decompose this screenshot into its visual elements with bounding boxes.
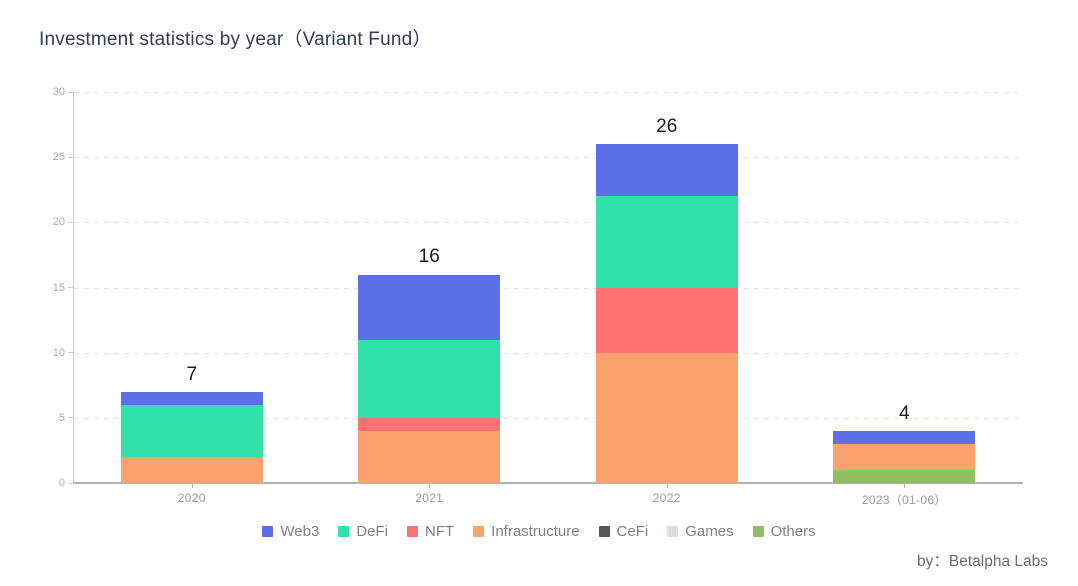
bar-total-label: 4 [898,402,910,424]
gridline-10 [74,352,1023,354]
bar-segment-nft[interactable] [595,287,738,353]
y-axis-tick-label: 15 [52,281,65,294]
defi-swatch-icon [338,526,350,537]
y-axis-tick-label: 10 [52,346,65,359]
games-swatch-icon [667,526,679,537]
y-axis-tick [68,156,73,158]
bar-segment-nft[interactable] [358,417,501,431]
plot-area: 0 5 10 15 20 25 30 7 2020 16 2021 26 2022 4 2023（01-06… [53,86,1023,507]
x-axis-tick [666,483,668,488]
bar-2022 [595,144,738,483]
legend-item-defi[interactable]: DeFi [338,523,388,540]
legend-item-label: DeFi [356,523,388,540]
bar-segment-web3[interactable] [120,391,263,405]
x-axis-tick [429,483,431,488]
bar-segment-infrastructure[interactable] [595,352,738,483]
web3-swatch-icon [262,526,274,537]
x-axis-tick-label: 2020 [177,491,206,505]
legend-item-label: Web3 [280,523,320,540]
gridline-20 [74,222,1023,224]
y-axis-tick-label: 20 [52,216,65,229]
infrastructure-swatch-icon [473,526,485,537]
legend-item-label: Others [770,523,816,540]
legend-item-label: CeFi [616,523,649,540]
gridline-30 [74,92,1023,93]
cefi-swatch-icon [598,526,610,537]
legend-item-cefi[interactable]: CeFi [598,523,649,540]
bar-total-label: 16 [418,246,440,268]
bar-2020 [120,391,263,483]
gridline-15 [74,287,1023,289]
y-axis-tick [68,287,73,288]
bar-total-label: 26 [656,116,678,138]
legend-item-nft[interactable]: NFT [407,523,454,540]
bar-segment-defi[interactable] [595,196,738,288]
legend-item-label: Infrastructure [491,523,580,540]
legend-item-web3[interactable]: Web3 [262,523,319,540]
y-axis-tick-label: 5 [58,411,65,424]
bar-2021 [358,274,501,483]
bar-segment-infrastructure[interactable] [120,456,263,483]
credit-text: by：Betalpha Labs [917,553,1048,570]
legend-item-label: Games [685,523,734,540]
nft-swatch-icon [407,526,418,537]
bar-total-label: 7 [186,363,198,385]
bar-segment-infrastructure[interactable] [358,430,501,483]
bar-segment-infrastructure[interactable] [833,443,976,470]
bar-segment-defi[interactable] [358,339,501,418]
chart-title: Investment statistics by year（Variant Fu… [39,29,432,50]
bar-segment-web3[interactable] [595,144,738,197]
x-axis-tick-label: 2022 [652,491,681,505]
legend: Web3 DeFi NFT Infrastructure CeFi Games Others [0,523,1078,540]
others-swatch-icon [752,526,764,537]
gridline-25 [74,157,1023,159]
bar-segment-others[interactable] [833,469,976,483]
y-axis-line [73,92,74,483]
bar-2023 [833,430,976,483]
y-axis-tick-label: 25 [52,151,65,164]
legend-item-others[interactable]: Others [752,523,816,540]
y-axis-tick [68,91,73,93]
legend-item-infrastructure[interactable]: Infrastructure [473,523,580,540]
y-axis-tick [68,417,73,419]
bar-segment-defi[interactable] [120,404,263,457]
y-axis-tick [68,221,73,223]
legend-item-label: NFT [425,523,455,540]
bar-segment-web3[interactable] [833,430,976,444]
gridline-5 [74,417,1023,419]
x-axis-tick [904,483,906,488]
x-axis-line [73,482,1023,484]
x-axis-tick [191,483,193,488]
x-axis-tick-label: 2021 [415,491,444,505]
y-axis-tick [68,352,73,354]
x-axis-tick-label: 2023（01-06） [861,493,947,507]
y-axis-tick-label: 30 [52,86,65,98]
legend-item-games[interactable]: Games [667,523,734,540]
y-axis-tick [68,483,73,484]
y-axis-tick-label: 0 [58,477,65,489]
bar-segment-web3[interactable] [358,274,501,340]
